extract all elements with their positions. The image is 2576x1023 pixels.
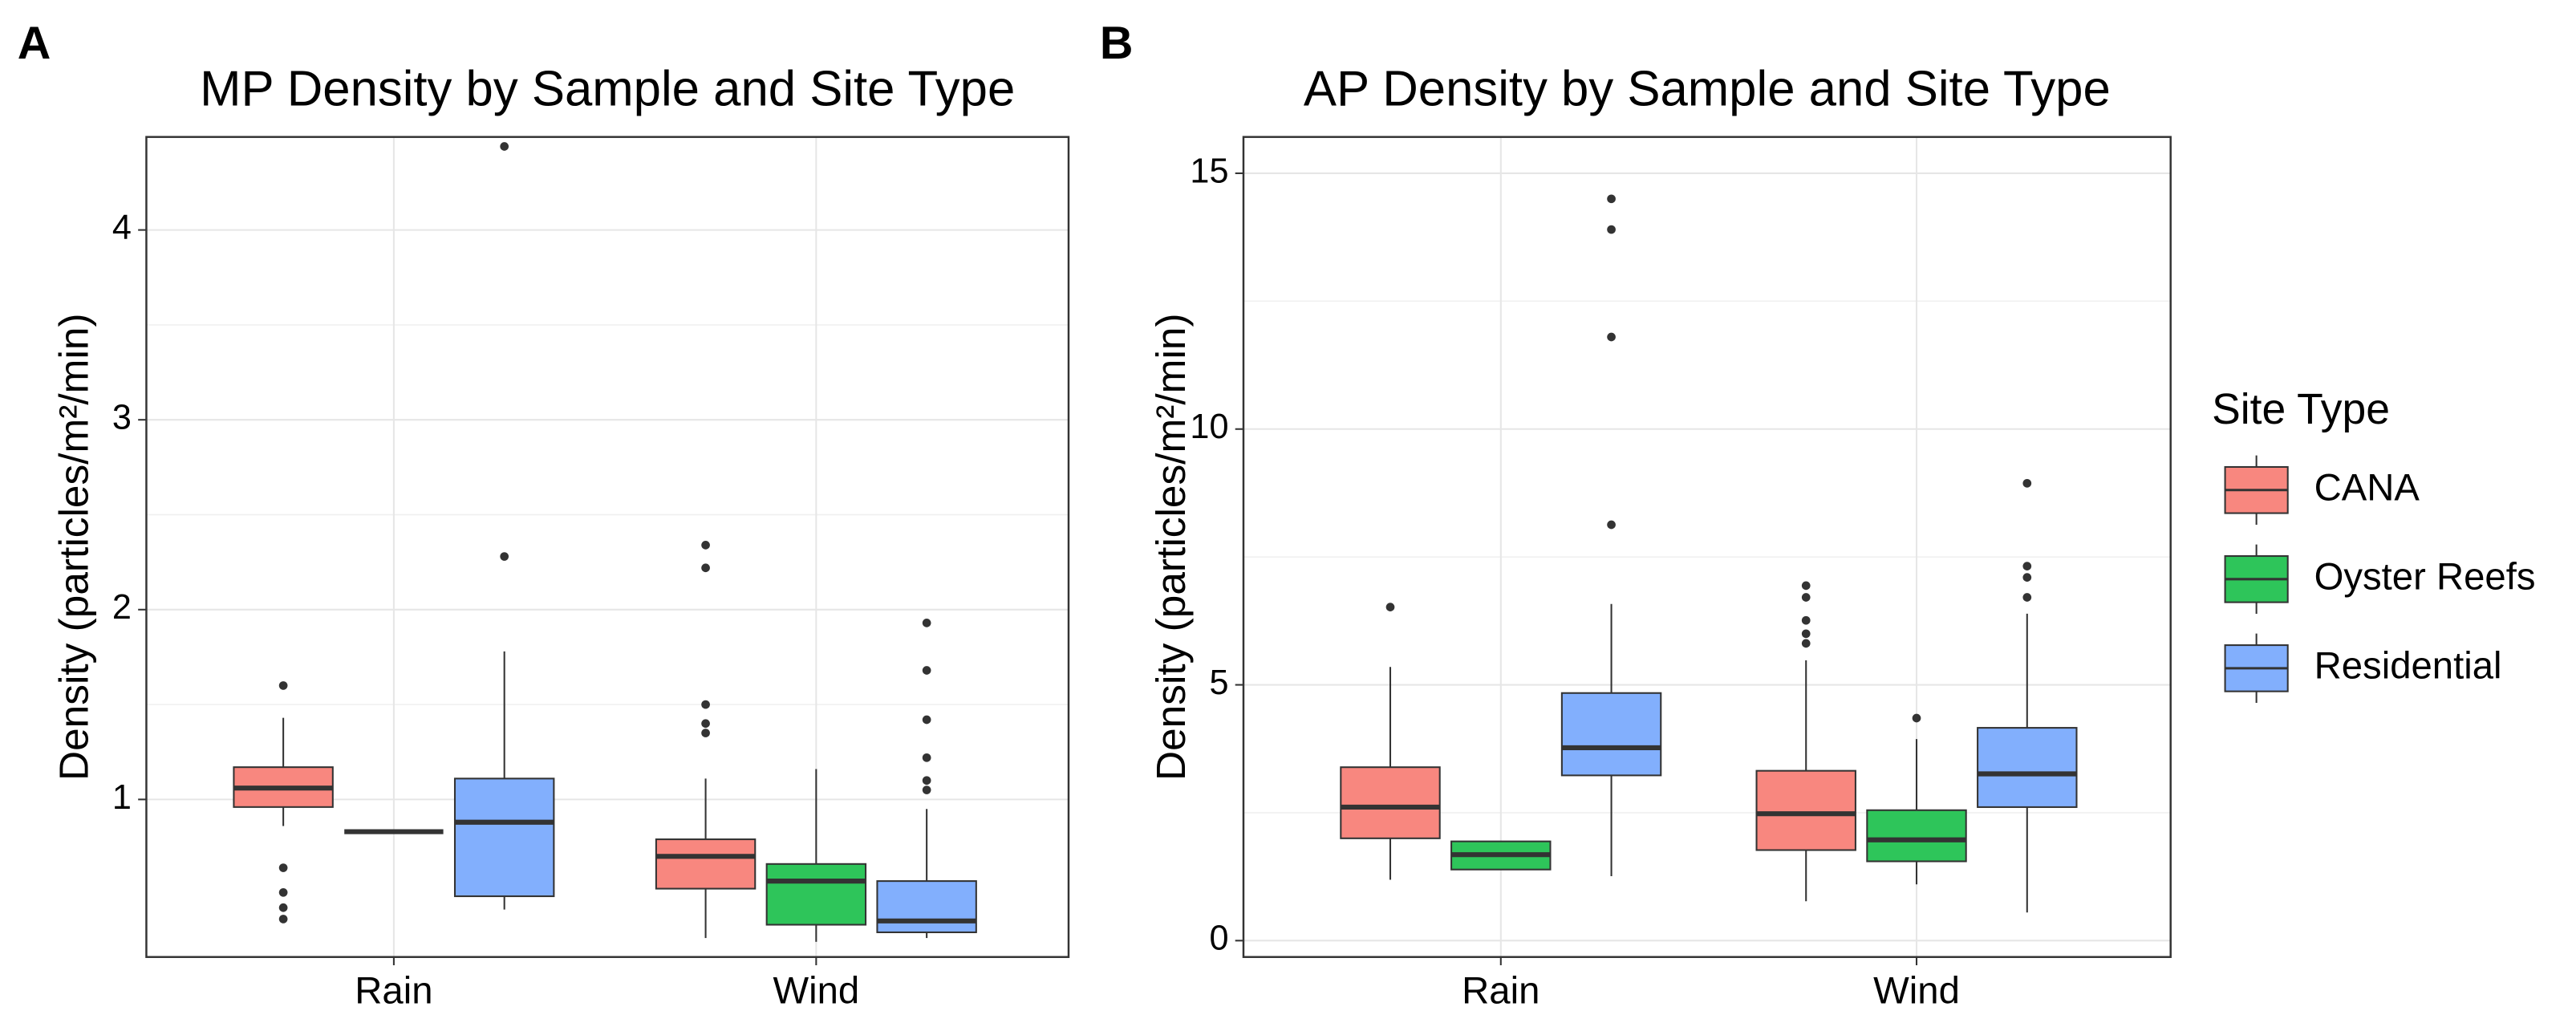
outlier xyxy=(278,681,288,690)
x-tick-label: Wind xyxy=(1873,969,1960,1012)
outlier xyxy=(1607,520,1616,530)
box xyxy=(1560,692,1662,777)
legend-label: CANA xyxy=(2314,466,2420,509)
outlier xyxy=(701,729,710,737)
outlier xyxy=(922,715,931,725)
y-tick-label: 0 xyxy=(1209,919,1228,958)
outlier xyxy=(278,887,288,897)
outlier xyxy=(1607,225,1616,234)
y-tick-label: 2 xyxy=(112,588,132,627)
outlier xyxy=(2022,593,2032,602)
outlier xyxy=(1607,194,1616,204)
y-axis-label: Density (particles/m²/min) xyxy=(1147,313,1194,781)
x-tick-label: Wind xyxy=(773,969,859,1012)
outlier xyxy=(922,776,931,786)
chart-title: AP Density by Sample and Site Type xyxy=(1304,61,2111,116)
outlier xyxy=(1912,713,1921,723)
outlier xyxy=(2022,573,2032,582)
outlier xyxy=(1607,332,1616,342)
outlier xyxy=(922,619,931,627)
outlier xyxy=(500,142,509,151)
y-tick-label: 15 xyxy=(1190,152,1228,190)
plot-border xyxy=(145,136,1070,958)
outlier xyxy=(922,786,931,794)
legend-title: Site Type xyxy=(2212,386,2390,433)
legend-label: Residential xyxy=(2314,644,2502,687)
panel-label: B xyxy=(1100,18,1134,69)
legend-label: Oyster Reefs xyxy=(2314,555,2536,598)
outlier xyxy=(500,552,509,561)
panel-label: A xyxy=(18,18,51,69)
outlier xyxy=(701,541,710,550)
outlier xyxy=(1801,581,1811,591)
box xyxy=(655,838,757,890)
plot-border xyxy=(1242,136,2172,958)
outlier xyxy=(278,903,288,912)
outlier xyxy=(278,863,288,872)
outlier xyxy=(1385,603,1395,611)
box xyxy=(1755,769,1856,851)
outlier xyxy=(701,700,710,709)
box xyxy=(876,880,977,934)
outlier xyxy=(1801,615,1811,625)
outlier xyxy=(1801,629,1811,639)
chart-title: MP Density by Sample and Site Type xyxy=(200,61,1015,116)
y-axis-label: Density (particles/m²/min) xyxy=(51,313,97,781)
outlier xyxy=(701,719,710,729)
outlier xyxy=(2022,478,2032,488)
outlier xyxy=(1801,593,1811,602)
box xyxy=(765,863,867,926)
box xyxy=(1977,727,2078,808)
outlier xyxy=(278,915,288,924)
box xyxy=(1866,809,1967,863)
box xyxy=(1340,766,1441,839)
outlier xyxy=(922,753,931,762)
outlier xyxy=(1801,639,1811,648)
outlier xyxy=(2022,562,2032,570)
y-tick-label: 5 xyxy=(1209,664,1228,702)
y-tick-label: 3 xyxy=(112,399,132,437)
y-tick-label: 10 xyxy=(1190,408,1228,446)
x-tick-label: Rain xyxy=(355,969,432,1012)
box xyxy=(453,777,555,898)
outlier xyxy=(701,563,710,573)
x-tick-label: Rain xyxy=(1462,969,1540,1012)
y-tick-label: 1 xyxy=(112,778,132,817)
y-tick-label: 4 xyxy=(112,209,132,247)
outlier xyxy=(922,666,931,675)
